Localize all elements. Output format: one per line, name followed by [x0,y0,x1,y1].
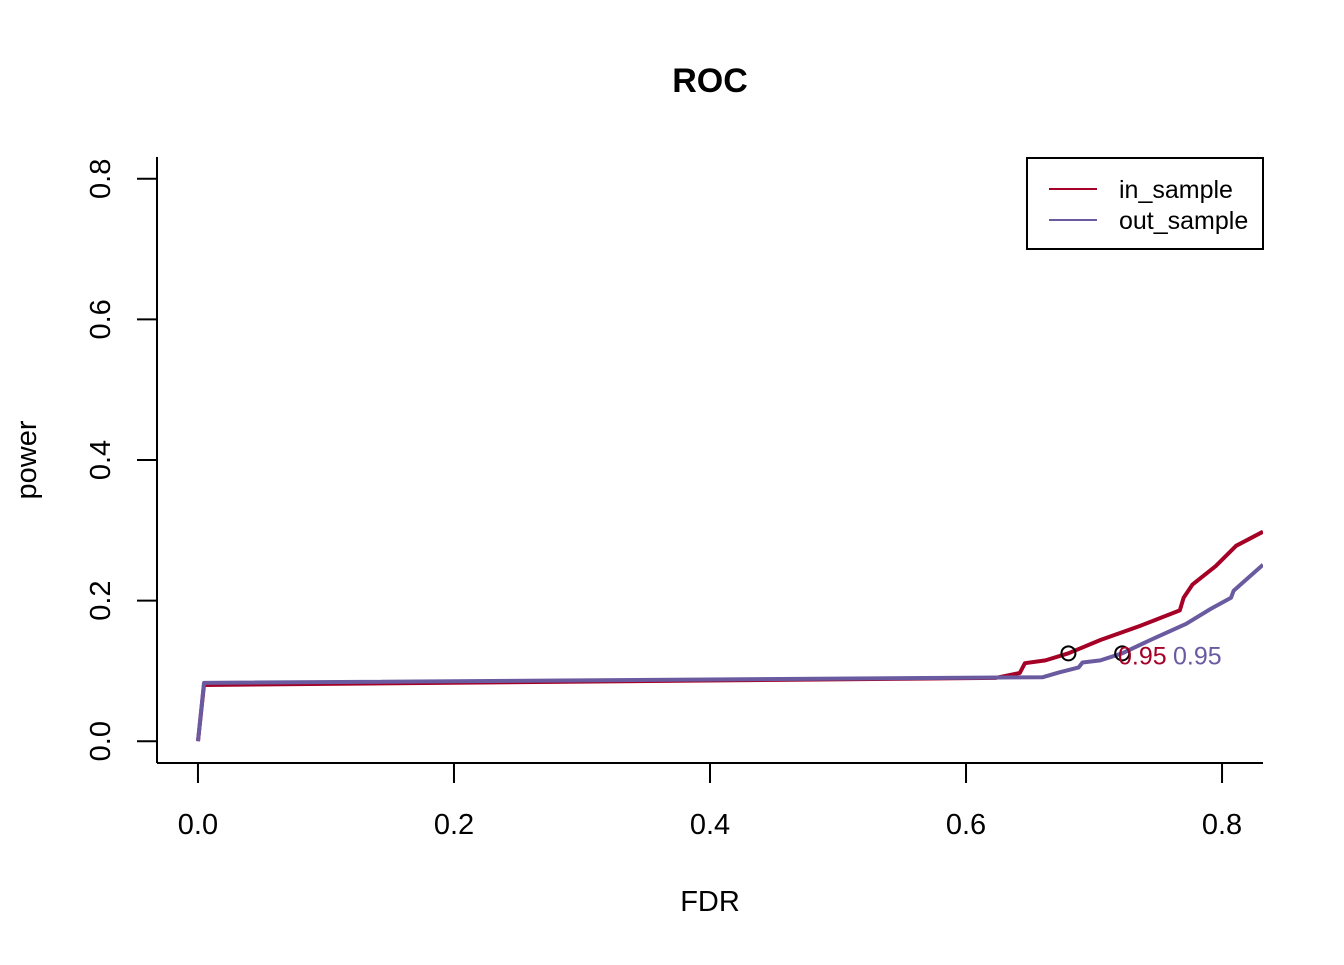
x-axis-label: FDR [680,886,740,918]
x-tick-label: 0.4 [690,809,730,841]
x-tick-label: 0.2 [434,809,474,841]
threshold-label-in_sample: 0.95 [1118,642,1167,670]
threshold-marker-out_sample [1114,645,1131,662]
series-line-out_sample [196,563,1263,742]
threshold-label-out_sample: 0.95 [1173,642,1222,670]
x-tick-label: 0.6 [946,809,986,841]
chart-title: ROC [672,62,748,100]
y-tick-label: 0.0 [85,721,117,761]
series-group [196,529,1263,742]
y-axis-label: power [11,420,43,499]
series-line-in_sample [196,529,1263,742]
threshold-marker-in_sample [1060,645,1077,662]
y-tick-label: 0.2 [85,580,117,620]
x-tick-label: 0.8 [1202,809,1242,841]
y-tick-label: 0.4 [85,440,117,480]
legend-label-out_sample: out_sample [1119,207,1248,235]
plot-area: 0.0 0.2 0.4 0.6 0.8 0.0 0.2 0.4 0.6 0.8 0.95 0.95 in… [85,157,1264,841]
legend-label-in_sample: in_sample [1119,176,1233,204]
y-tick-label: 0.6 [85,299,117,339]
y-tick-label: 0.8 [85,159,117,199]
legend-box [1026,157,1264,250]
x-tick-label: 0.0 [178,809,218,841]
